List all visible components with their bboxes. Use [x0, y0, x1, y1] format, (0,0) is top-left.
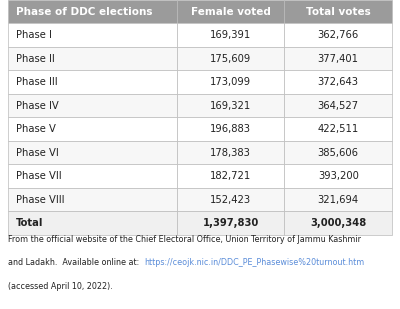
Text: Phase VIII: Phase VIII — [16, 195, 64, 205]
Text: Phase V: Phase V — [16, 124, 56, 134]
Bar — [8, 164, 177, 188]
Text: Phase VI: Phase VI — [16, 148, 58, 158]
Text: 169,391: 169,391 — [210, 30, 251, 40]
Bar — [8, 117, 177, 141]
Bar — [284, 141, 392, 164]
Text: Female voted: Female voted — [191, 7, 271, 17]
Text: Phase VII: Phase VII — [16, 171, 61, 181]
Bar — [8, 211, 177, 235]
Text: Phase of DDC elections: Phase of DDC elections — [16, 7, 152, 17]
Bar — [177, 164, 284, 188]
Text: 169,321: 169,321 — [210, 101, 251, 111]
Bar — [284, 23, 392, 47]
Text: 372,643: 372,643 — [318, 77, 359, 87]
Text: 173,099: 173,099 — [210, 77, 251, 87]
Bar — [8, 47, 177, 70]
Bar — [177, 94, 284, 117]
Bar — [177, 23, 284, 47]
Bar — [284, 211, 392, 235]
Text: and Ladakh.  Available online at:: and Ladakh. Available online at: — [8, 258, 144, 267]
Bar — [177, 0, 284, 23]
Bar — [8, 70, 177, 94]
Text: Phase III: Phase III — [16, 77, 57, 87]
Bar — [8, 0, 177, 23]
Bar — [284, 70, 392, 94]
Text: Total votes: Total votes — [306, 7, 371, 17]
Bar — [284, 164, 392, 188]
Text: From the official website of the Chief Electoral Office, Union Territory of Jamm: From the official website of the Chief E… — [8, 235, 361, 244]
Text: 3,000,348: 3,000,348 — [310, 218, 366, 228]
Text: Total: Total — [16, 218, 43, 228]
Bar — [177, 141, 284, 164]
Bar — [177, 117, 284, 141]
Bar — [284, 188, 392, 211]
Text: Phase II: Phase II — [16, 54, 54, 64]
Text: 385,606: 385,606 — [318, 148, 359, 158]
Text: 1,397,830: 1,397,830 — [202, 218, 259, 228]
Bar — [284, 47, 392, 70]
Bar — [8, 141, 177, 164]
Text: (accessed April 10, 2022).: (accessed April 10, 2022). — [8, 282, 113, 291]
Bar — [177, 188, 284, 211]
Text: 422,511: 422,511 — [318, 124, 359, 134]
Bar — [8, 23, 177, 47]
Bar — [177, 70, 284, 94]
Text: 377,401: 377,401 — [318, 54, 359, 64]
Text: 178,383: 178,383 — [210, 148, 251, 158]
Bar — [284, 94, 392, 117]
Bar — [177, 211, 284, 235]
Text: 182,721: 182,721 — [210, 171, 251, 181]
Bar — [284, 0, 392, 23]
Text: 321,694: 321,694 — [318, 195, 359, 205]
Bar — [8, 94, 177, 117]
Text: Phase IV: Phase IV — [16, 101, 58, 111]
Text: 152,423: 152,423 — [210, 195, 251, 205]
Text: 393,200: 393,200 — [318, 171, 359, 181]
Bar — [284, 117, 392, 141]
Text: 175,609: 175,609 — [210, 54, 251, 64]
Text: 364,527: 364,527 — [318, 101, 359, 111]
Text: https://ceojk.nic.in/DDC_PE_Phasewise%20turnout.htm: https://ceojk.nic.in/DDC_PE_Phasewise%20… — [144, 258, 364, 267]
Bar — [177, 47, 284, 70]
Text: 196,883: 196,883 — [210, 124, 251, 134]
Bar — [8, 188, 177, 211]
Text: Phase I: Phase I — [16, 30, 52, 40]
Text: 362,766: 362,766 — [318, 30, 359, 40]
